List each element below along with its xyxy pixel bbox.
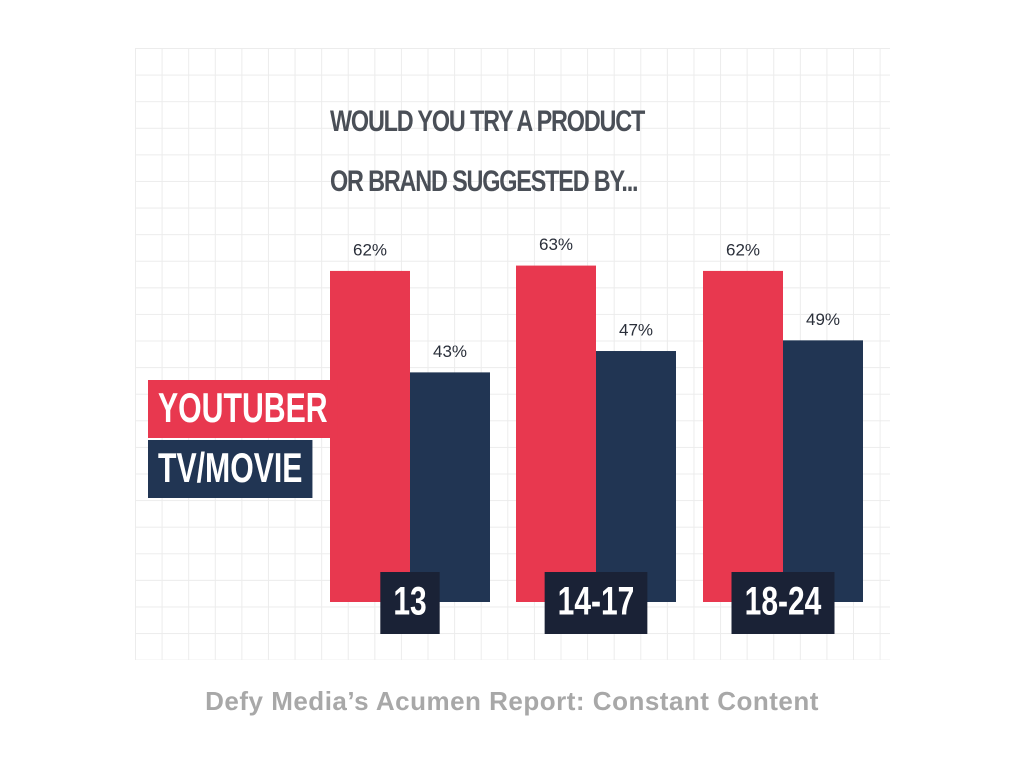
x-tick-label: 13: [393, 579, 426, 623]
bar: [516, 265, 596, 602]
legend-entry: TV/MOVIE: [148, 440, 313, 498]
category-box: [544, 572, 648, 634]
category-label: 18-24: [731, 572, 835, 634]
legend-swatch: [148, 380, 338, 438]
category-label: 14-17: [544, 572, 648, 634]
bar: [703, 270, 783, 602]
legend-swatch: [148, 440, 313, 498]
x-tick-label: 18-24: [745, 579, 822, 623]
bar: [596, 351, 676, 602]
chart-title: WOULD YOU TRY A PRODUCT OR BRAND SUGGEST…: [330, 105, 645, 198]
category-label: 13: [380, 572, 440, 634]
category-box: [380, 572, 440, 634]
value-label: 63%: [539, 235, 573, 254]
category-box: [731, 572, 835, 634]
legend-entry: YOUTUBER: [148, 380, 338, 438]
value-label: 43%: [433, 342, 467, 361]
x-tick-label: 14-17: [558, 579, 635, 623]
bar: [783, 340, 863, 602]
value-label: 62%: [726, 240, 760, 259]
legend-label: TV/MOVIE: [158, 444, 302, 491]
source-caption: Defy Media’s Acumen Report: Constant Con…: [205, 686, 819, 716]
bar: [410, 372, 490, 602]
legend-label: YOUTUBER: [158, 384, 328, 431]
value-label: 49%: [806, 310, 840, 329]
value-label: 47%: [619, 321, 653, 340]
bar: [330, 270, 410, 602]
value-label: 62%: [353, 240, 387, 259]
